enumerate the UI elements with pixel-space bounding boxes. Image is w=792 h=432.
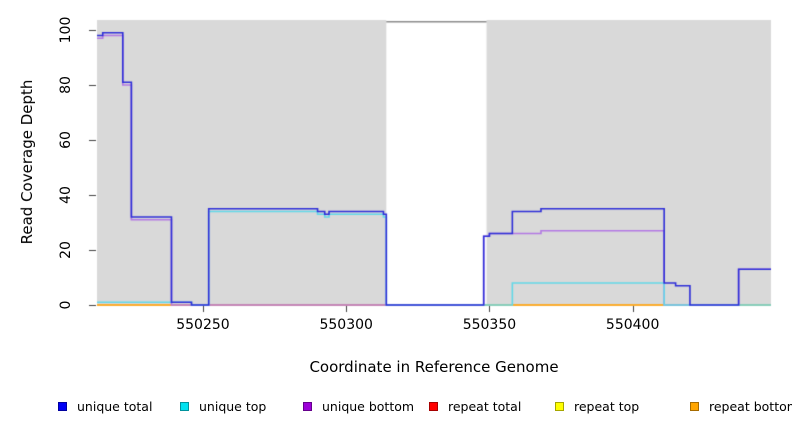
y-tick-label: 80	[58, 76, 74, 94]
legend-swatch-icon	[690, 402, 699, 411]
legend-item-unique-total: unique total	[58, 399, 152, 414]
y-tick-label: 60	[58, 131, 74, 149]
y-axis-label: Read Coverage Depth	[18, 79, 36, 245]
legend-label: repeat top	[574, 399, 640, 414]
legend-label: unique total	[77, 399, 153, 414]
legend-label: repeat total	[448, 399, 522, 414]
x-tick-label: 550350	[462, 317, 517, 333]
legend-label: repeat bottom	[709, 399, 792, 414]
legend-label: unique top	[199, 399, 267, 414]
y-tick-label: 40	[58, 186, 74, 204]
legend-item-repeat-top: repeat top	[555, 399, 639, 414]
x-axis-label: Coordinate in Reference Genome	[309, 358, 559, 376]
y-tick-label: 100	[58, 16, 74, 44]
legend-label: unique bottom	[322, 399, 415, 414]
legend-item-unique-bottom: unique bottom	[303, 399, 414, 414]
legend-swatch-icon	[429, 402, 438, 411]
legend-swatch-icon	[180, 402, 189, 411]
legend-item-repeat-total: repeat total	[429, 399, 521, 414]
y-tick-label: 0	[58, 300, 74, 310]
legend-item-repeat-bottom: repeat bottom	[690, 399, 792, 414]
legend-swatch-icon	[555, 402, 564, 411]
legend-swatch-icon	[303, 402, 312, 411]
y-tick-label: 20	[58, 241, 74, 259]
x-tick-label: 550400	[605, 317, 660, 333]
legend-swatch-icon	[58, 402, 67, 411]
x-tick-label: 550300	[319, 317, 373, 333]
x-tick-label: 550250	[176, 317, 230, 333]
legend-item-unique-top: unique top	[180, 399, 266, 414]
